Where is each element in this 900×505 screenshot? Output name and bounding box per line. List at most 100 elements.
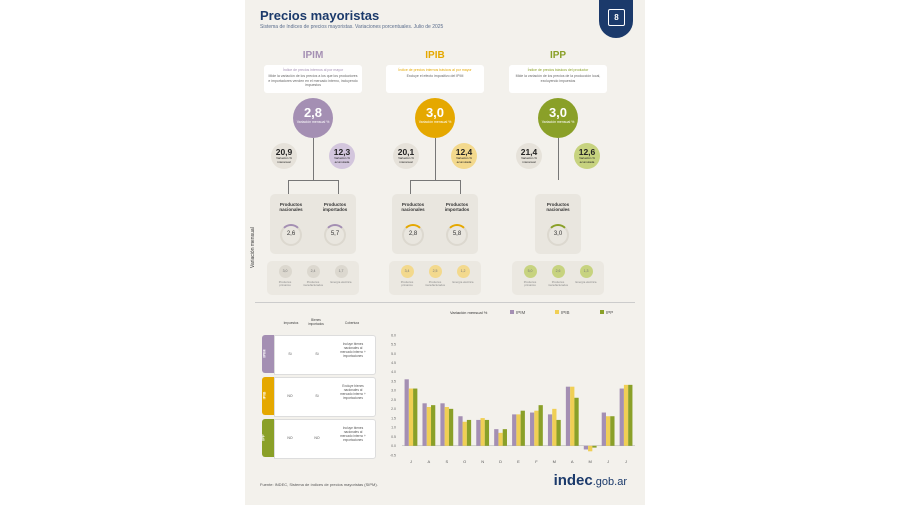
x-tick-label: J <box>625 459 627 464</box>
x-tick-label: D <box>499 459 502 464</box>
y-tick-label: 5.0 <box>391 352 396 356</box>
monthly-value: 3,0 <box>548 105 568 120</box>
mini-label: Productos manufacturados <box>424 280 446 288</box>
indec-logo-badge: 8 <box>599 0 633 38</box>
description-title: Índice de precios básicos del productor <box>527 68 589 72</box>
bar-ipib <box>480 418 485 446</box>
branch-right <box>460 180 461 194</box>
column-title: IPIM <box>302 50 324 61</box>
interanual-value: 20,9 <box>275 147 293 157</box>
product-ring: 2,6 <box>280 224 302 246</box>
bar-ipim <box>494 429 499 446</box>
interanual-value: 20,1 <box>397 147 415 157</box>
bar-ipp <box>610 416 615 446</box>
legend-label: IPP <box>606 310 613 315</box>
description-box: Índice de precios básicos del productor M… <box>509 65 607 93</box>
table-header-cobertura: Cobertura <box>344 321 360 325</box>
product-label: Productos nacionales <box>546 202 570 212</box>
y-tick-label: 3.5 <box>391 379 396 383</box>
bar-ipp <box>520 410 525 446</box>
column-title: IPP <box>549 50 567 61</box>
y-tick-label: 2.5 <box>391 398 396 402</box>
row-tag-label: IPP <box>260 434 266 441</box>
y-tick-label: 0.0 <box>391 444 396 448</box>
bar-ipp <box>628 384 633 446</box>
branch-line <box>410 180 460 181</box>
mini-circle: 1,2 <box>456 265 470 278</box>
bar-ipim <box>476 419 481 446</box>
row-tag-ipp: IPP <box>260 419 274 457</box>
monthly-label: Variación mensual % <box>541 120 575 124</box>
mini-label: Productos primarios <box>278 280 292 288</box>
branch-line <box>288 180 338 181</box>
interanual-circle: 20,1 Variación % interanual <box>393 143 419 169</box>
y-tick-label: 1.0 <box>391 426 396 430</box>
acumulada-label: Variación % acumulada <box>579 156 595 164</box>
x-tick-label: J <box>410 459 412 464</box>
mini-circle: 2,4 <box>306 265 320 278</box>
y-tick-label: 1.5 <box>391 416 396 420</box>
bar-ipim <box>404 379 409 446</box>
bar-ipim <box>440 403 445 446</box>
brand-bold: indec <box>553 472 593 489</box>
cell-cobertura: Excluye bienes nacionales al mercado int… <box>340 384 366 400</box>
bar-ipim <box>565 386 571 446</box>
mini-label: Productos manufacturados <box>547 280 569 288</box>
branch-left <box>288 180 289 194</box>
mini-circle: 1,7 <box>334 265 348 278</box>
branch-right <box>338 180 339 194</box>
acumulada-circle: 12,4 Variación % acumulada <box>451 143 477 169</box>
row-tag-label: IPIB <box>261 391 267 400</box>
cell-impuestos: NO <box>287 394 293 398</box>
monthly-variation-circle: 3,0 Variación mensual % <box>415 98 455 138</box>
monthly-variation-circle: 2,8 Variación mensual % <box>293 98 333 138</box>
x-tick-label: J <box>607 459 609 464</box>
row-tag-ipib: IPIB <box>261 377 274 415</box>
legend-label: IPIM <box>516 310 526 315</box>
bar-ipib <box>623 384 629 446</box>
cell-impuestos: NO <box>287 436 293 440</box>
description-box: Índice de precios internos al por mayor M… <box>264 65 362 93</box>
y-tick-label: 2.0 <box>391 407 396 411</box>
legend-label: IPIB <box>561 310 570 315</box>
separator-line <box>255 302 635 303</box>
description-title: Índice de precios internos al por mayor <box>282 68 344 72</box>
acumulada-circle: 12,3 Variación % acumulada <box>329 143 355 169</box>
legend-swatch <box>600 310 604 314</box>
column-ipp: IPP Índice de precios básicos del product… <box>503 50 613 93</box>
cell-importados: Sí <box>315 394 319 398</box>
bar-ipib <box>462 421 467 446</box>
bar-ipib <box>408 388 414 446</box>
side-label: Variación mensual <box>250 227 256 268</box>
bar-ipib <box>552 408 557 446</box>
interanual-value: 21,4 <box>520 147 538 157</box>
bar-ipib <box>570 386 575 446</box>
mini-label: Energía eléctrica <box>330 280 352 284</box>
product-ring: 2,8 <box>402 224 424 246</box>
interanual-label: Variación % interanual <box>398 156 414 164</box>
monthly-value: 3,0 <box>425 105 445 120</box>
mini-label: Productos manufacturados <box>302 280 324 288</box>
description-box: Índice de precios internos básicos al po… <box>386 65 484 93</box>
row-tag-ipim: IPIM <box>262 335 274 373</box>
x-tick-label: M <box>553 459 556 464</box>
table-row <box>274 377 376 417</box>
mini-circle: 5,0 <box>523 265 537 278</box>
product-label: Productos importados <box>444 202 470 212</box>
brand-logo: indec.gob.ar <box>554 472 627 489</box>
mini-label: Productos primarios <box>400 280 414 288</box>
product-label: Productos importados <box>322 202 348 212</box>
y-tick-label: 5.5 <box>391 343 396 347</box>
x-tick-label: O <box>463 459 466 464</box>
bar-ipim <box>422 403 427 446</box>
infographic: Precios mayoristas Sistema de índices de… <box>245 0 645 505</box>
description-title: Índice de precios internos básicos al po… <box>398 68 472 72</box>
monthly-label: Variación mensual % <box>418 120 452 124</box>
mini-circle: 2,6 <box>551 265 565 278</box>
bar-ipib <box>498 432 503 446</box>
x-tick-label: N <box>481 459 484 464</box>
bar-ipp <box>556 419 561 446</box>
y-tick-label: 6.0 <box>391 333 396 337</box>
y-tick-label: 4.5 <box>391 361 396 365</box>
bar-ipib <box>444 407 449 446</box>
